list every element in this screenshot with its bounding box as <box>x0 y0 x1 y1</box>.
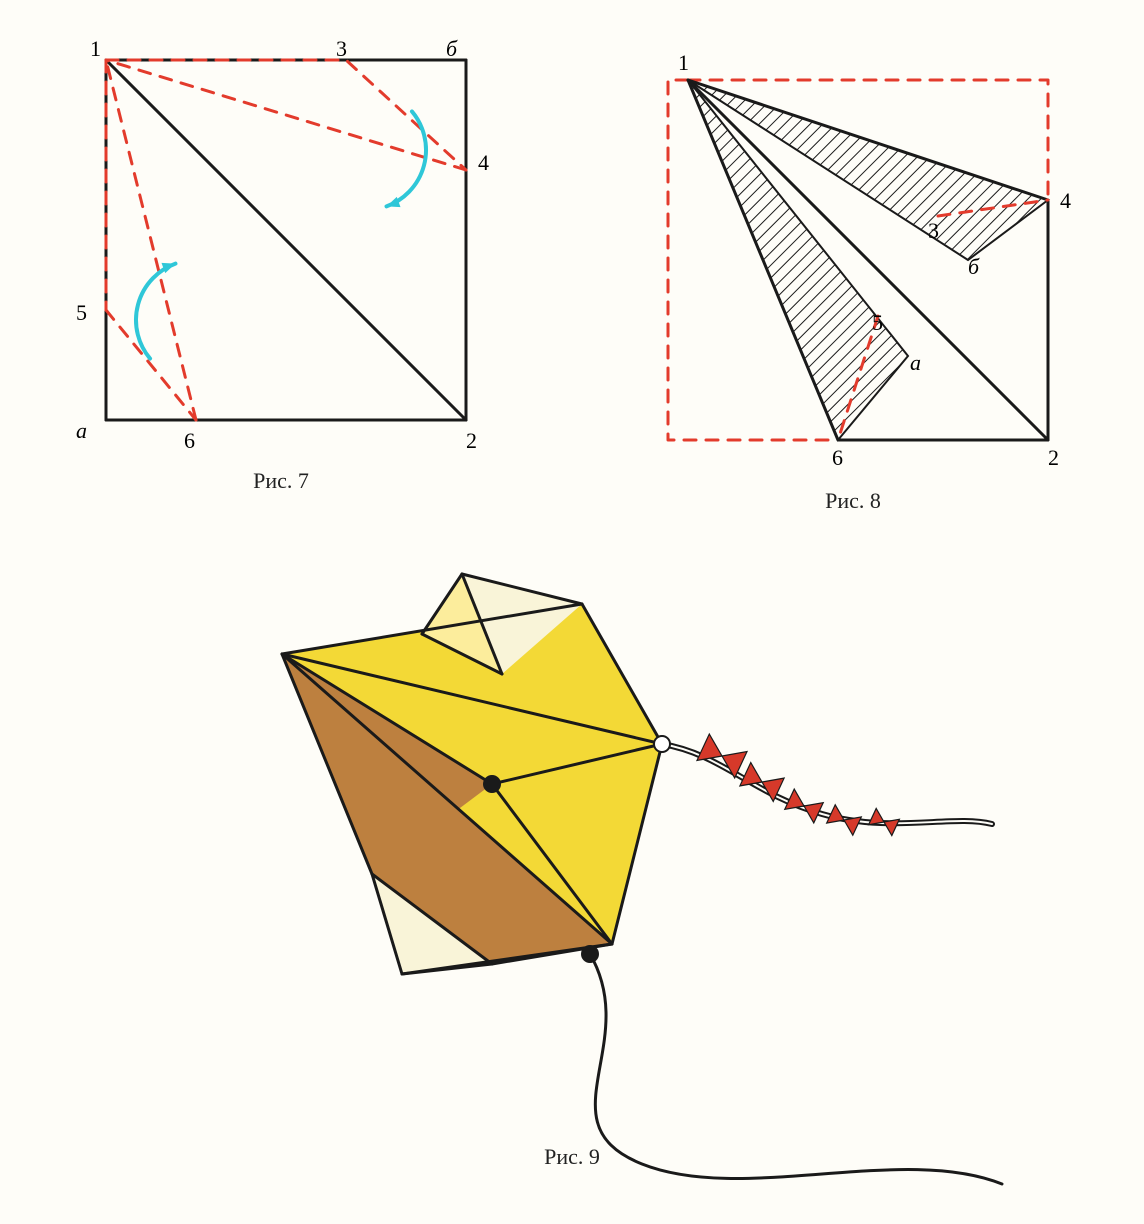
svg-text:1: 1 <box>90 36 101 61</box>
svg-text:а: а <box>910 350 921 375</box>
fig7-caption: Рис. 7 <box>253 468 309 494</box>
figure-9: Рис. 9 <box>20 524 1124 1170</box>
fig8-caption: Рис. 8 <box>825 488 881 514</box>
svg-text:4: 4 <box>1060 188 1071 213</box>
figure-7: 1 2 3 4 5 6 б а Рис. 7 <box>46 20 516 494</box>
svg-text:3: 3 <box>336 36 347 61</box>
svg-text:5: 5 <box>872 310 883 335</box>
svg-text:3: 3 <box>928 218 939 243</box>
fig9-caption: Рис. 9 <box>544 1144 600 1170</box>
svg-text:б: б <box>968 254 980 279</box>
svg-text:4: 4 <box>478 150 489 175</box>
figure-8: 1 2 3 4 5 6 б а Рис. 8 <box>608 20 1098 514</box>
svg-text:5: 5 <box>76 300 87 325</box>
svg-text:б: б <box>446 36 458 61</box>
fig7-svg: 1 2 3 4 5 6 б а <box>46 20 516 460</box>
fig9-svg <box>122 524 1022 1224</box>
fig8-svg: 1 2 3 4 5 6 б а <box>608 20 1098 480</box>
svg-text:2: 2 <box>466 428 477 453</box>
svg-text:6: 6 <box>832 445 843 470</box>
svg-text:1: 1 <box>678 50 689 75</box>
svg-text:6: 6 <box>184 428 195 453</box>
svg-text:а: а <box>76 418 87 443</box>
svg-text:2: 2 <box>1048 445 1059 470</box>
